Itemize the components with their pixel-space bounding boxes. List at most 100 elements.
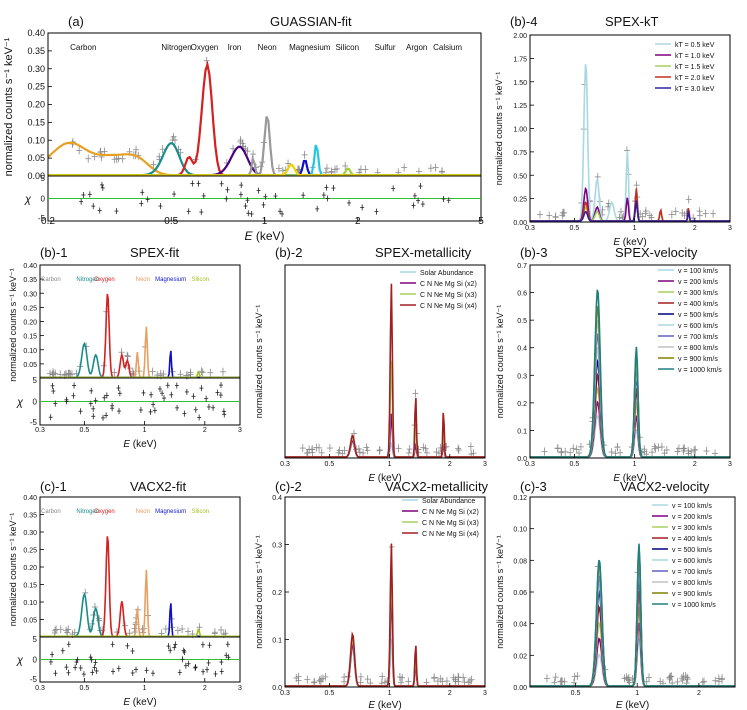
y-tick-label: 0.02: [513, 653, 527, 660]
panel-label: (b)-4: [510, 14, 537, 29]
element-label: Oxygen: [94, 277, 115, 283]
resid-tick-label: 5: [33, 635, 38, 644]
x-axis-label: E (keV): [244, 229, 284, 243]
residual-label: χ: [16, 397, 24, 409]
series-line-magnesium: [48, 159, 481, 177]
x-tick-label: 0.5: [325, 690, 335, 697]
series-line-v-1000-km-s: [530, 543, 735, 687]
x-tick-label: 0.5: [80, 427, 90, 434]
legend: v = 100 km/s v = 200 km/s v = 300 km/s v = …: [658, 268, 722, 374]
y-tick-label: 0.05: [27, 153, 45, 163]
element-label: Oxygen: [191, 43, 219, 52]
legend-label: v = 600 km/s: [678, 323, 718, 330]
y-tick-label: 0.50: [513, 173, 527, 180]
x-tick-label: 3: [238, 427, 242, 434]
x-axis-label: E (keV): [616, 700, 649, 710]
legend-label: v = 1000 km/s: [678, 367, 722, 374]
series-line-v-700-km-s: [530, 333, 730, 458]
y-tick-label: 0.40: [23, 495, 37, 502]
legend-label: v = 900 km/s: [678, 356, 718, 363]
panel-label: (c)-1: [40, 479, 67, 494]
y-tick-label: 0.05: [23, 618, 37, 625]
x-tick-label: 3: [238, 685, 242, 692]
series-line-yellow: [48, 163, 481, 177]
x-tick-label: 1: [633, 461, 637, 468]
legend-label: kT = 0.5 keV: [675, 42, 715, 49]
element-label: Calsium: [433, 43, 462, 52]
x-tick-label: 1: [388, 690, 392, 697]
legend-label: Solar Abundance: [420, 270, 473, 277]
x-tick-label: 0.3: [35, 427, 45, 434]
x-tick-label: 0.5: [570, 461, 580, 468]
x-tick-label: 0.2: [41, 216, 55, 227]
y-axis-label: normalized counts s⁻¹ keV⁻¹: [3, 37, 15, 176]
x-tick-label: 3: [728, 461, 732, 468]
series-line-c-n-ne-mg-si-x3-: [285, 567, 485, 687]
element-label: Silicon: [191, 277, 209, 283]
data-points: [543, 562, 726, 688]
legend-label: C N Ne Mg Si (x3): [420, 292, 477, 299]
panel-a: (a) GUASSIAN-fit0.000.050.100.150.200.250…: [3, 14, 484, 243]
panel-c3: (c)-3 VACX2-velocity 0.00 0.02 0.04 0.06 0.08 0…: [495, 479, 736, 710]
x-tick-label: 3: [728, 225, 732, 232]
panel-title: SPEX-fit: [130, 245, 180, 260]
y-tick-label: 0.30: [23, 530, 37, 537]
y-tick-label: 0.10: [23, 348, 37, 355]
legend-label: v = 300 km/s: [672, 525, 712, 532]
x-tick-label: 0.3: [525, 461, 535, 468]
element-label: Neon: [258, 43, 277, 52]
panel-label: (b)-1: [40, 245, 67, 260]
y-tick-label: 0.10: [27, 135, 45, 145]
y-axis-label: normalized counts s⁻¹ keV⁻¹: [254, 305, 264, 419]
legend-label: v = 300 km/s: [678, 290, 718, 297]
legend-label: C N Ne Mg Si (x4): [422, 531, 479, 538]
data-points: [299, 389, 477, 459]
x-tick-label: 0.3: [35, 685, 45, 692]
resid-tick-label: -5: [30, 418, 38, 427]
y-tick-label: 0.20: [23, 320, 37, 327]
series-line-v-700-km-s: [530, 559, 735, 687]
element-label: Nitrogen: [76, 277, 99, 283]
panel-b2: (b)-2 SPEX-metallicity 0.3 0.5 1 2 3 E (keV) nor…: [254, 245, 487, 484]
panel-c2: (c)-2 VACX2-metallicity 0.0 0.1 0.2 0.3 0.4 0.3…: [254, 479, 489, 710]
legend-label: C N Ne Mg Si (x2): [422, 509, 479, 516]
series-line-c-n-ne-mg-si-x3-: [285, 360, 485, 458]
element-label: Argon: [406, 43, 427, 52]
y-tick-label: 0.7: [517, 263, 527, 270]
y-tick-label: 0.75: [513, 150, 527, 157]
series-line-oxygen: [48, 60, 481, 177]
x-axis-label: E (keV): [613, 473, 646, 484]
legend-label: C N Ne Mg Si (x2): [420, 281, 477, 288]
element-label: Neon: [136, 277, 150, 283]
panel-label: (b)-3: [520, 245, 547, 260]
y-tick-label: 0.20: [23, 565, 37, 572]
y-axis-label: normalized counts s⁻¹ keV⁻¹: [494, 72, 504, 186]
legend-label: kT = 3.0 keV: [675, 86, 715, 93]
y-tick-label: 0.30: [27, 64, 45, 74]
y-tick-label: 0.30: [23, 291, 37, 298]
y-tick-label: 0.10: [23, 600, 37, 607]
y-tick-label: 0.08: [513, 558, 527, 565]
y-axis-label: normalized counts s⁻¹ keV⁻¹: [495, 535, 505, 649]
data-points: [293, 542, 475, 688]
element-label: Iron: [228, 43, 242, 52]
x-tick-label: 1: [388, 461, 392, 468]
resid-tick-label: 5: [33, 376, 38, 385]
y-tick-label: 0.3: [517, 373, 527, 380]
legend-label: v = 200 km/s: [672, 514, 712, 521]
panel-title: SPEX-metallicity: [375, 245, 472, 260]
x-tick-label: 0.3: [280, 461, 290, 468]
y-tick-label: 0.6: [517, 291, 527, 298]
y-tick-label: 0.2: [272, 590, 282, 597]
y-tick-label: 0.40: [27, 28, 45, 38]
y-tick-label: 0.3: [272, 543, 282, 550]
x-tick-label: 5: [478, 216, 484, 227]
x-tick-label: 1: [633, 225, 637, 232]
x-tick-label: 1: [635, 690, 639, 697]
x-tick-label: 0.3: [525, 225, 535, 232]
legend-label: v = 700 km/s: [678, 334, 718, 341]
element-label: Magnesium: [155, 509, 186, 515]
legend-label: C N Ne Mg Si (x3): [422, 520, 479, 527]
series-line-oxygen: [40, 293, 240, 379]
element-label: Carbon: [41, 277, 61, 283]
